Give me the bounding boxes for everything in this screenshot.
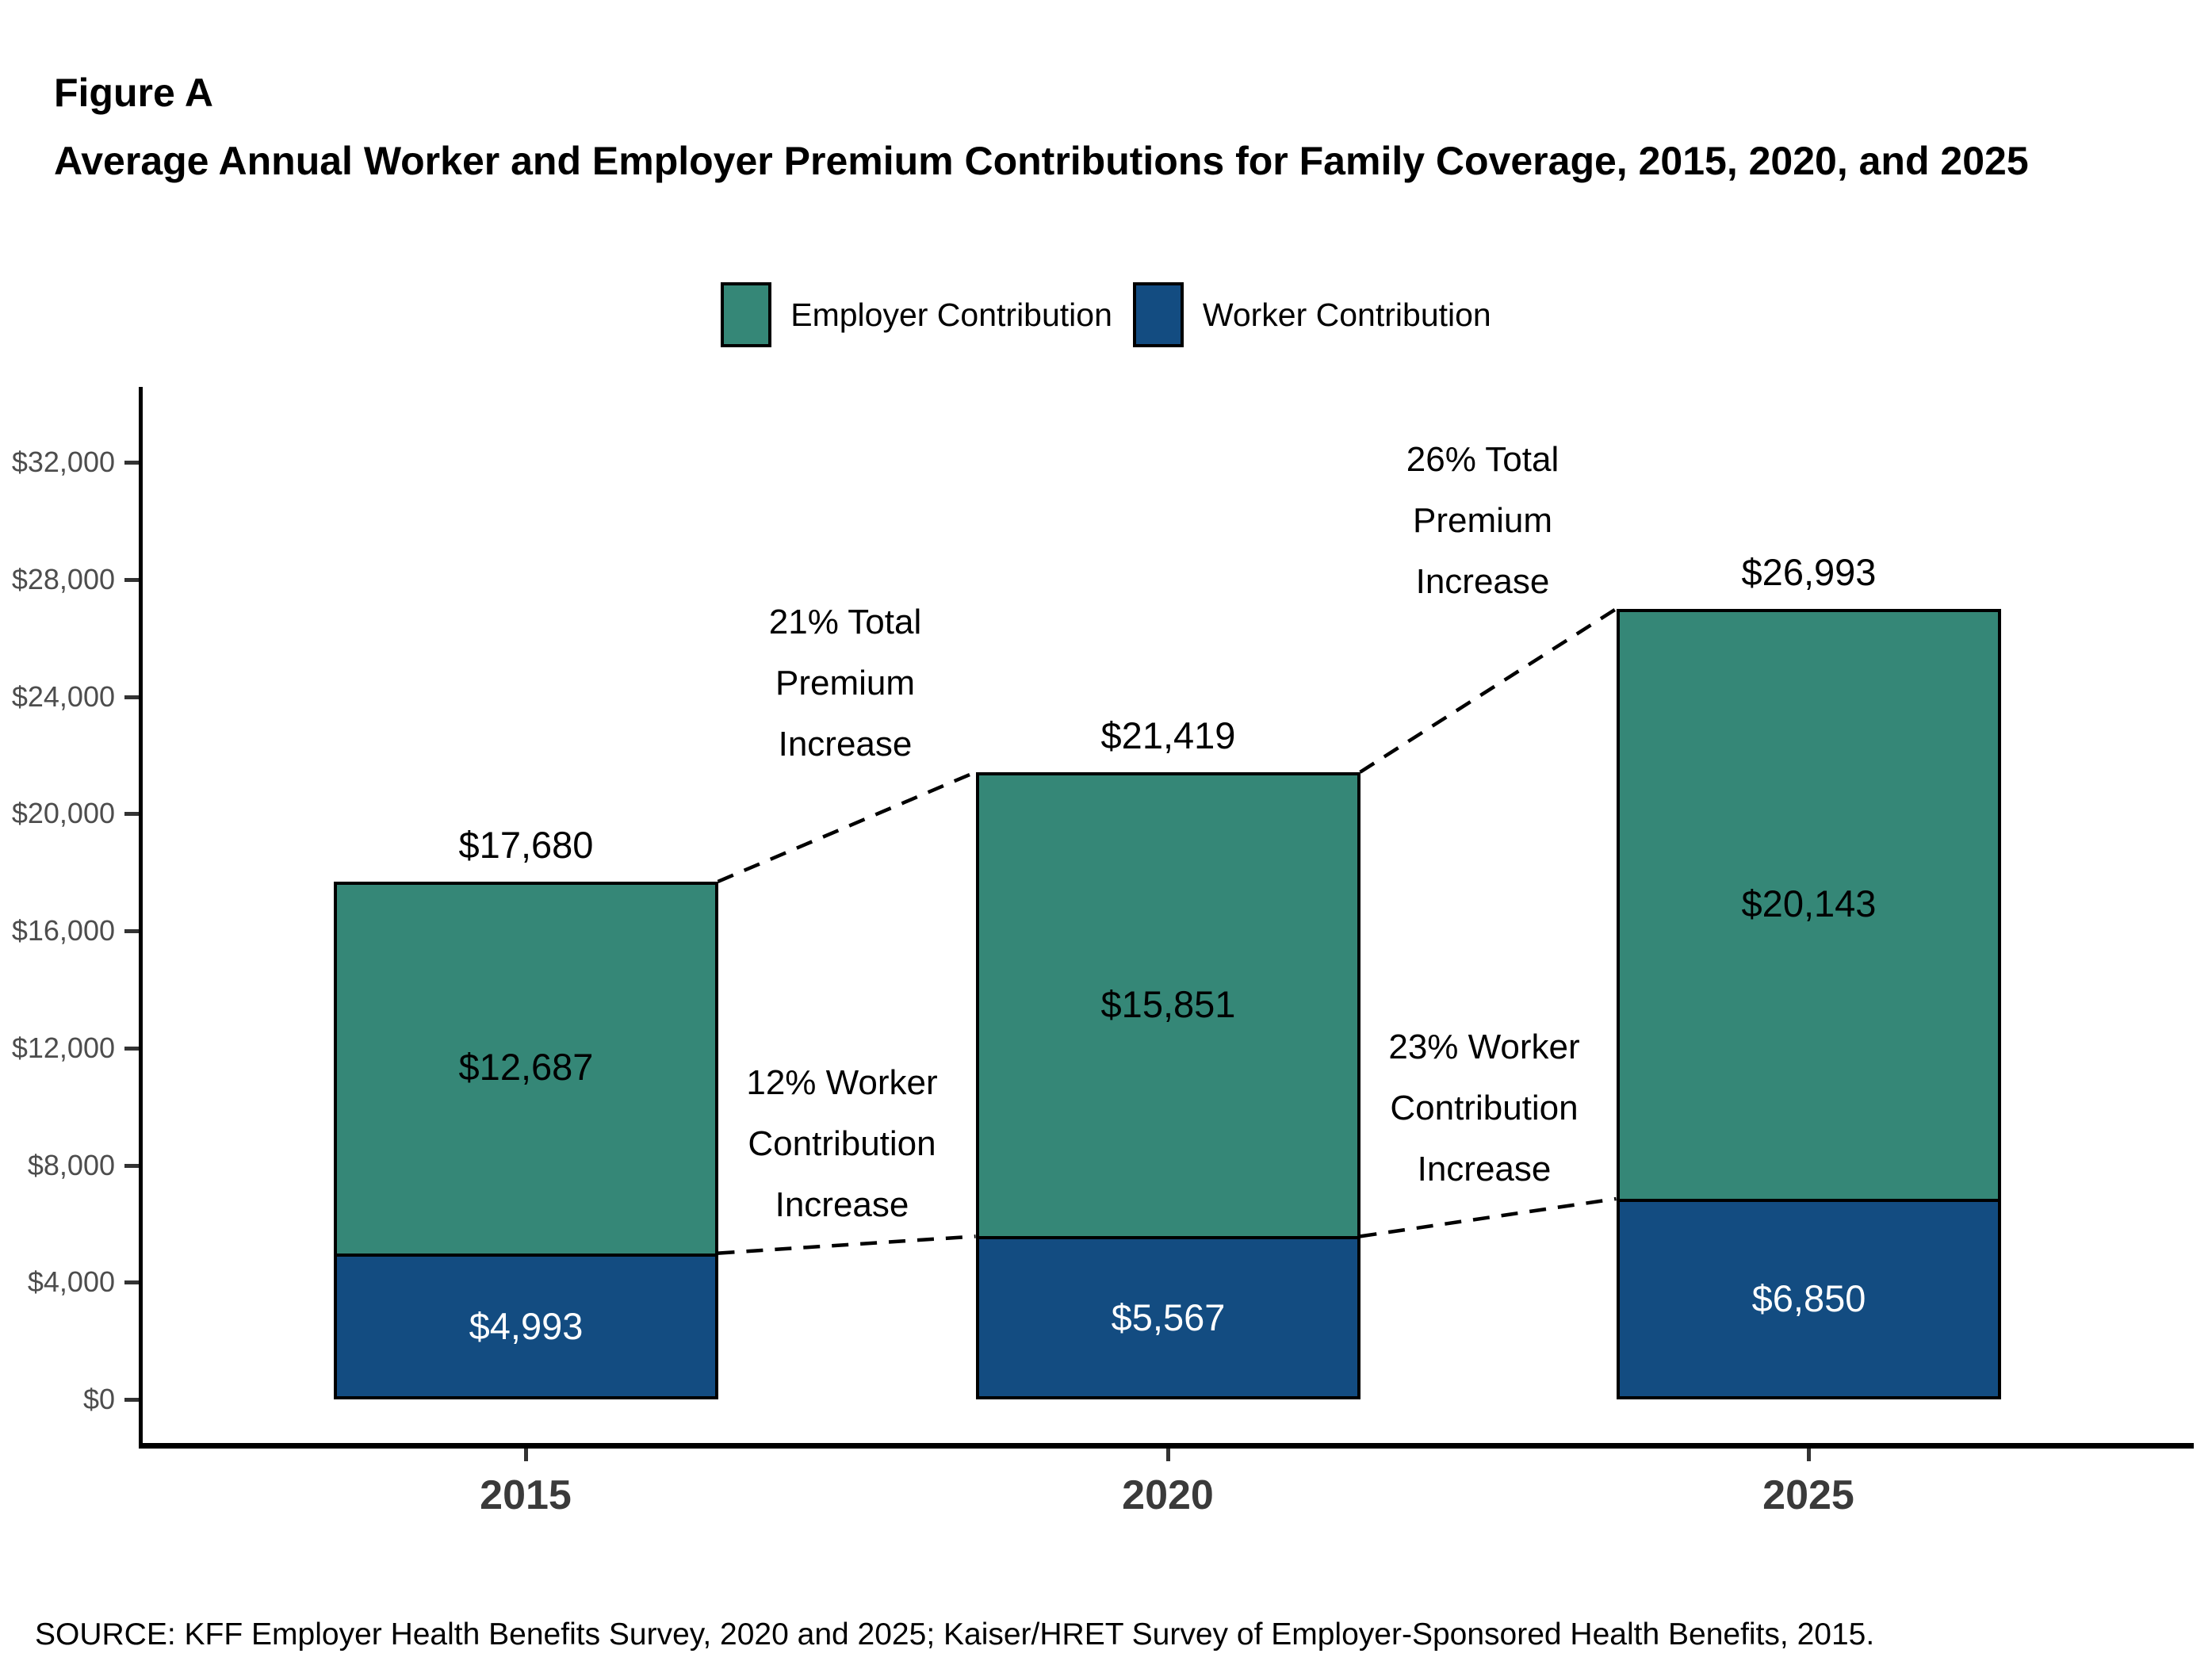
total-connector	[717, 770, 977, 884]
annotation-line: Increase	[775, 1185, 909, 1224]
worker-swatch-icon	[1132, 282, 1184, 347]
y-tick-label: $8,000	[27, 1149, 115, 1181]
y-tick-label: $16,000	[11, 914, 115, 947]
legend-item-employer: Employer Contribution	[721, 282, 1112, 347]
bar-segment-employer	[976, 772, 1360, 1236]
annotation-line: Premium	[775, 664, 916, 702]
y-tick-mark	[124, 929, 139, 933]
bar-value-worker: $4,993	[469, 1305, 584, 1347]
title-block: Figure A Average Annual Worker and Emplo…	[54, 59, 2029, 195]
x-tick-mark	[1166, 1449, 1170, 1461]
annotation-line: Increase	[778, 725, 913, 764]
annotation-worker-contribution-increase-2015-2020: 12% Worker Contribution Increase	[620, 1052, 1064, 1235]
figure-title: Average Annual Worker and Employer Premi…	[54, 139, 2029, 183]
legend: Employer Contribution Worker Contributio…	[0, 279, 2212, 350]
bar-value-worker: $5,567	[1111, 1296, 1226, 1338]
y-tick-label: $20,000	[11, 797, 115, 829]
legend-label-employer: Employer Contribution	[790, 296, 1112, 333]
annotation-total-premium-increase-2015-2020: 21% Total Premium Increase	[623, 591, 1067, 775]
x-axis-line	[139, 1443, 2194, 1449]
worker-connector	[718, 1234, 976, 1255]
total-connector	[1359, 607, 1617, 774]
legend-label-worker: Worker Contribution	[1202, 296, 1491, 333]
employer-swatch-icon	[721, 282, 772, 347]
y-tick-mark	[124, 1280, 139, 1284]
annotation-line: 26% Total	[1406, 440, 1559, 479]
bar-total-label: $21,419	[1100, 714, 1236, 756]
y-tick-label: $12,000	[11, 1032, 115, 1064]
annotation-line: Increase	[1417, 1150, 1552, 1188]
x-tick-mark	[1807, 1449, 1811, 1461]
y-tick-mark	[124, 1398, 139, 1402]
bar-value-worker: $6,850	[1751, 1277, 1866, 1319]
annotation-line: 21% Total	[768, 603, 922, 641]
y-tick-mark	[124, 695, 139, 699]
bar-value-employer: $12,687	[458, 1046, 594, 1088]
annotation-line: 23% Worker	[1388, 1028, 1580, 1066]
y-tick-mark	[124, 1047, 139, 1051]
y-tick-mark	[124, 1164, 139, 1168]
bar-total-label: $26,993	[1741, 551, 1877, 593]
y-tick-label: $4,000	[27, 1265, 115, 1298]
bar-segment-worker	[976, 1236, 1360, 1399]
annotation-line: Premium	[1412, 501, 1553, 540]
x-axis-label: 2015	[480, 1472, 572, 1518]
y-axis-line	[139, 387, 143, 1449]
y-tick-label: $0	[82, 1383, 115, 1415]
y-tick-mark	[124, 461, 139, 465]
y-tick-label: $24,000	[11, 680, 115, 713]
annotation-worker-contribution-increase-2020-2025: 23% Worker Contribution Increase	[1262, 1016, 1706, 1200]
bar-value-employer: $20,143	[1741, 882, 1877, 924]
annotation-line: Increase	[1415, 562, 1550, 601]
x-axis-label: 2025	[1762, 1472, 1854, 1518]
bar-segment-worker	[334, 1254, 718, 1399]
annotation-total-premium-increase-2020-2025: 26% Total Premium Increase	[1261, 429, 1705, 612]
annotation-line: Contribution	[1390, 1089, 1579, 1127]
bar-total-label: $17,680	[458, 824, 594, 866]
bar-value-employer: $15,851	[1100, 983, 1236, 1025]
worker-connector	[1360, 1196, 1617, 1238]
bar-segment-worker	[1617, 1199, 2001, 1399]
y-tick-mark	[124, 578, 139, 582]
y-tick-mark	[124, 812, 139, 816]
figure-label: Figure A	[54, 71, 213, 115]
source-note: SOURCE: KFF Employer Health Benefits Sur…	[35, 1617, 1875, 1652]
x-axis-label: 2020	[1122, 1472, 1214, 1518]
annotation-line: Contribution	[748, 1124, 936, 1163]
legend-item-worker: Worker Contribution	[1132, 282, 1491, 347]
bar-segment-employer	[1617, 609, 2001, 1199]
bar-segment-employer	[334, 882, 718, 1254]
y-tick-label: $32,000	[11, 446, 115, 478]
annotation-line: 12% Worker	[746, 1063, 938, 1102]
y-tick-label: $28,000	[11, 563, 115, 595]
x-tick-mark	[524, 1449, 528, 1461]
